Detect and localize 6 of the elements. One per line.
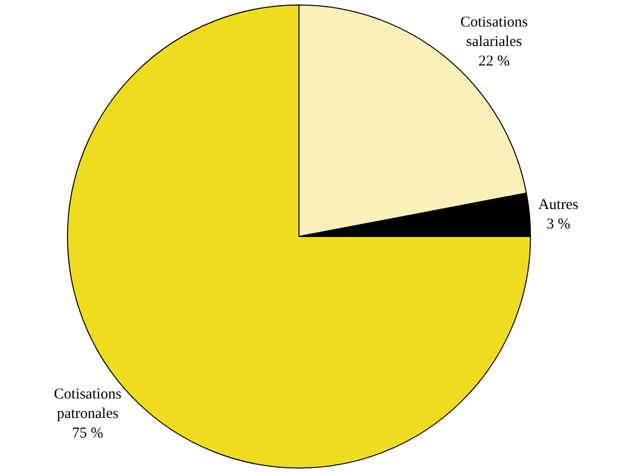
- data-label: 22 %: [478, 53, 510, 70]
- data-label: 3 %: [546, 216, 570, 232]
- slice-label: Autres: [538, 196, 578, 213]
- slice-label: Cotisations patronales: [54, 386, 122, 422]
- slice-label: Cotisations salariales: [460, 14, 528, 50]
- data-label: 75 %: [72, 425, 104, 442]
